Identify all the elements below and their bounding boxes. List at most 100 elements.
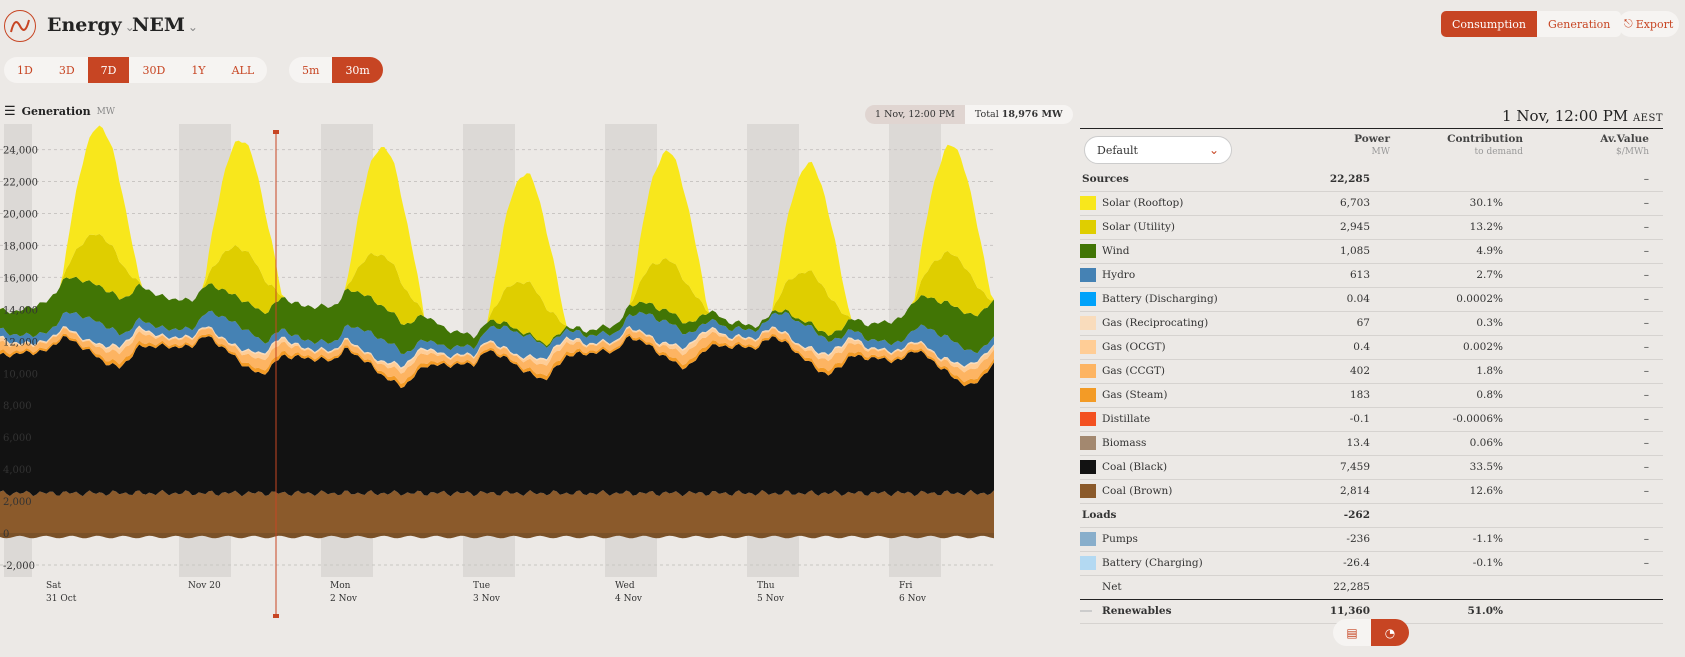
table-row[interactable]: Distillate -0.1 -0.0006% – [1080, 408, 1663, 432]
row-power: -262 [1343, 509, 1370, 521]
row-label: Wind [1102, 245, 1130, 257]
logo[interactable] [4, 10, 36, 42]
y-tick-label: 4,000 [3, 465, 32, 476]
share-icon: ⎋ [1624, 17, 1633, 30]
sources-table: Sources 22,285 – Solar (Rooftop) 6,703 30.1% –… [1080, 168, 1663, 624]
range-1d-button[interactable]: 1D [17, 63, 33, 77]
export-label: Export [1635, 17, 1674, 31]
table-row: Loads -262 [1080, 504, 1663, 528]
chart-view-button[interactable]: ◔ [1371, 619, 1409, 646]
range-selector: 1D 3D 7D 30D 1Y ALL [4, 57, 268, 83]
hover-date: 1 Nov, 12:00 PM [865, 105, 965, 124]
row-power: 402 [1349, 365, 1370, 377]
view-consumption-button[interactable]: Consumption [1441, 11, 1537, 37]
row-power: 613 [1349, 269, 1370, 281]
table-row[interactable]: Gas (CCGT) 402 1.8% – [1080, 360, 1663, 384]
row-value: – [1643, 173, 1649, 185]
grouping-dropdown[interactable]: Default ⌄ [1084, 136, 1232, 164]
chevron-down-icon: ⌄ [187, 20, 198, 34]
total-value: 18,976 MW [1001, 109, 1063, 120]
view-generation-button[interactable]: Generation [1547, 17, 1611, 31]
swatch [1080, 436, 1096, 450]
x-tick-label: Wed [615, 581, 635, 591]
row-contribution: 0.002% [1462, 341, 1503, 353]
table-row[interactable]: Coal (Brown) 2,814 12.6% – [1080, 480, 1663, 504]
series-gas-ccgt- [0, 327, 994, 384]
row-value: – [1643, 437, 1649, 449]
y-tick-label: 0 [3, 529, 9, 540]
hover-total: Total 18,976 MW [964, 105, 1073, 124]
y-tick-label: 6,000 [3, 433, 32, 444]
row-power: 183 [1349, 389, 1370, 401]
col-power: Power MW [1300, 133, 1390, 157]
metric-selector[interactable]: Energy ⌄ [47, 14, 135, 36]
region-selector[interactable]: NEM ⌄ [132, 14, 198, 36]
y-tick-label: 20,000 [3, 209, 38, 220]
y-tick-label: 8,000 [3, 401, 32, 412]
swatch [1080, 244, 1096, 258]
interval-30m-button[interactable]: 30m [332, 57, 383, 83]
row-power: -0.1 [1349, 413, 1370, 425]
row-contribution: 13.2% [1469, 221, 1503, 233]
row-contribution: 2.7% [1476, 269, 1503, 281]
table-row[interactable]: Gas (OCGT) 0.4 0.002% – [1080, 336, 1663, 360]
row-power: 13.4 [1346, 437, 1370, 449]
series-coal-brown- [0, 489, 994, 533]
row-label: Battery (Charging) [1102, 557, 1203, 569]
row-value: – [1643, 245, 1649, 257]
row-label: Gas (Reciprocating) [1102, 317, 1209, 329]
x-tick-date: 31 Oct [46, 594, 77, 604]
swatch [1080, 460, 1096, 474]
row-power: -26.4 [1343, 557, 1370, 569]
row-value: – [1643, 197, 1649, 209]
row-label: Net [1102, 581, 1122, 593]
range-all-button[interactable]: ALL [231, 63, 255, 77]
range-1y-button[interactable]: 1Y [191, 63, 206, 77]
row-contribution: 0.8% [1476, 389, 1503, 401]
swatch [1080, 364, 1096, 378]
row-label: Distillate [1102, 413, 1151, 425]
table-row[interactable]: Biomass 13.4 0.06% – [1080, 432, 1663, 456]
row-label: Battery (Discharging) [1102, 293, 1218, 305]
table-row[interactable]: Pumps -236 -1.1% – [1080, 528, 1663, 552]
col-power-label: Power [1354, 133, 1390, 145]
range-7d-button[interactable]: 7D [87, 57, 130, 83]
table-row[interactable]: Coal (Black) 7,459 33.5% – [1080, 456, 1663, 480]
row-value: – [1643, 341, 1649, 353]
interval-5m-button[interactable]: 5m [302, 63, 320, 77]
range-3d-button[interactable]: 3D [58, 63, 75, 77]
row-contribution: 4.9% [1476, 245, 1503, 257]
table-row[interactable]: Hydro 613 2.7% – [1080, 264, 1663, 288]
table-row[interactable]: Battery (Charging) -26.4 -0.1% – [1080, 552, 1663, 576]
table-row[interactable]: Solar (Utility) 2,945 13.2% – [1080, 216, 1663, 240]
table-row[interactable]: Gas (Reciprocating) 67 0.3% – [1080, 312, 1663, 336]
list-view-button[interactable]: ▤ [1346, 625, 1358, 640]
row-power: 11,360 [1329, 605, 1370, 617]
col-value-unit: $/MWh [1615, 147, 1649, 157]
range-30d-button[interactable]: 30D [142, 63, 166, 77]
table-row: Net 22,285 [1080, 576, 1663, 600]
menu-icon[interactable]: ☰ [4, 104, 16, 119]
generation-chart[interactable]: 24,000 22,000 20,000 18,000 16,000 14,000 12,0… [0, 0, 1075, 657]
row-power: 0.04 [1346, 293, 1370, 305]
y-tick-label: 14,000 [3, 305, 38, 316]
table-row[interactable]: Battery (Discharging) 0.04 0.0002% – [1080, 288, 1663, 312]
row-value: – [1643, 485, 1649, 497]
row-power: 67 [1356, 317, 1370, 329]
row-value: – [1643, 365, 1649, 377]
row-value: – [1643, 269, 1649, 281]
export-button[interactable]: ⎋ Export [1618, 11, 1680, 37]
chevron-down-icon: ⌄ [124, 20, 135, 34]
panel-datetime: 1 Nov, 12:00 PM AEST [1468, 107, 1663, 125]
swatch [1080, 316, 1096, 330]
table-row[interactable]: Wind 1,085 4.9% – [1080, 240, 1663, 264]
swatch [1080, 292, 1096, 306]
table-row[interactable]: Gas (Steam) 183 0.8% – [1080, 384, 1663, 408]
series-gas-steam- [0, 333, 994, 389]
x-tick-label: Fri [899, 581, 913, 591]
swatch [1080, 268, 1096, 282]
series-hydro [0, 310, 994, 368]
row-power: -236 [1346, 533, 1370, 545]
col-contribution-label: Contribution [1447, 133, 1523, 145]
table-row[interactable]: Solar (Rooftop) 6,703 30.1% – [1080, 192, 1663, 216]
